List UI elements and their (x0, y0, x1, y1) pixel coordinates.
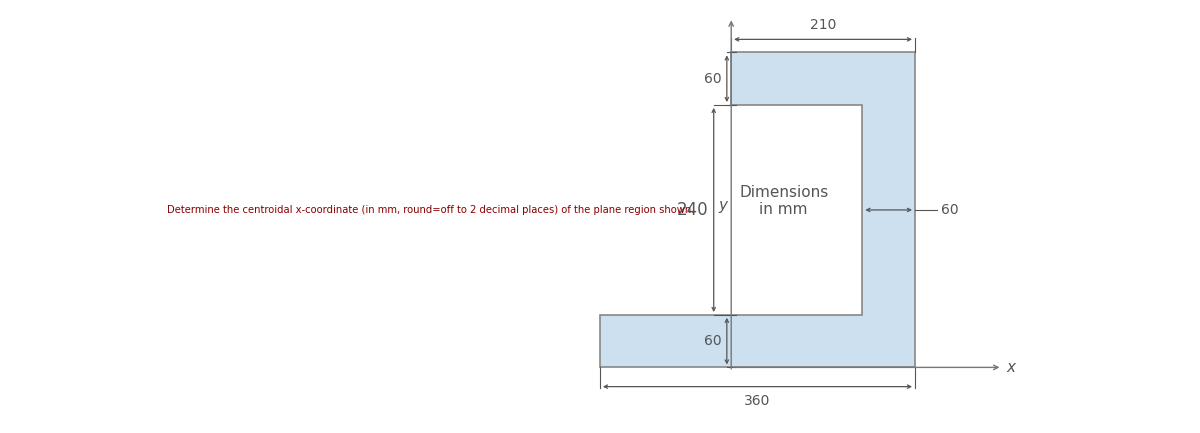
Text: x: x (1007, 360, 1015, 375)
Polygon shape (600, 52, 914, 367)
Text: 240: 240 (677, 201, 708, 219)
Text: 360: 360 (744, 394, 770, 407)
Text: Dimensions
in mm: Dimensions in mm (739, 185, 828, 217)
Text: 210: 210 (810, 18, 836, 32)
Text: 60: 60 (941, 203, 959, 217)
Text: y: y (719, 198, 727, 213)
Text: 60: 60 (704, 334, 721, 348)
Text: 60: 60 (704, 72, 721, 86)
Text: Determine the centroidal x-coordinate (in mm, round=off to 2 decimal places) of : Determine the centroidal x-coordinate (i… (167, 205, 695, 215)
